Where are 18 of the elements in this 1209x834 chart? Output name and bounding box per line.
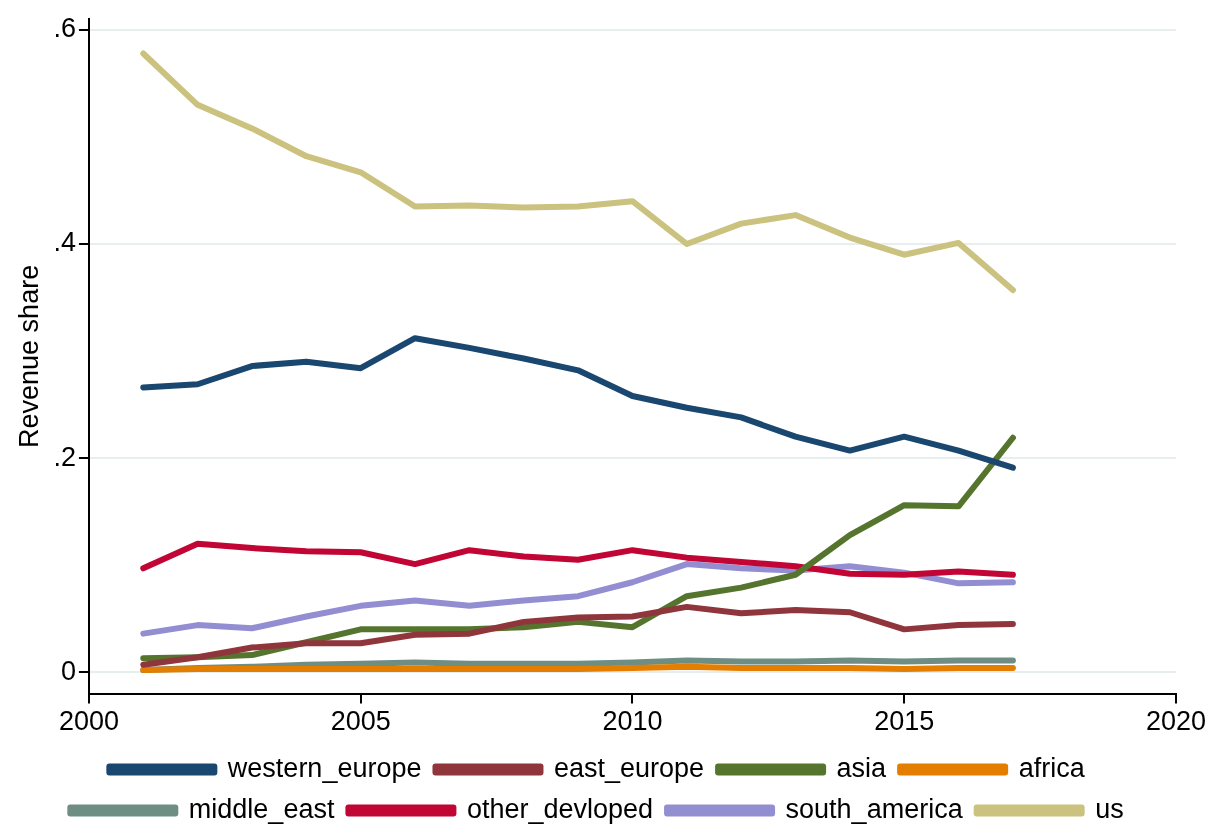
y-tick-label: .2 <box>53 441 76 472</box>
y-tick-label: .4 <box>53 227 76 258</box>
legend-label: other_devloped <box>466 793 654 824</box>
legend-label: south_america <box>785 793 964 824</box>
x-tick-label: 2005 <box>330 706 391 737</box>
y-axis-title: Revenue share <box>13 264 44 448</box>
legend-label: asia <box>836 752 888 783</box>
legend-label: us <box>1095 793 1124 824</box>
legend-label: western_europe <box>226 752 422 783</box>
y-tick-label: 0 <box>60 655 76 686</box>
legend-label: middle_east <box>188 793 335 824</box>
y-tick-label: .6 <box>53 13 76 44</box>
legend-label: east_europe <box>553 752 705 783</box>
x-tick-label: 2010 <box>602 706 663 737</box>
x-tick-label: 2020 <box>1145 706 1207 737</box>
x-tick-label: 2000 <box>58 706 119 737</box>
x-tick-label: 2015 <box>874 706 935 737</box>
legend-label: africa <box>1018 752 1086 783</box>
